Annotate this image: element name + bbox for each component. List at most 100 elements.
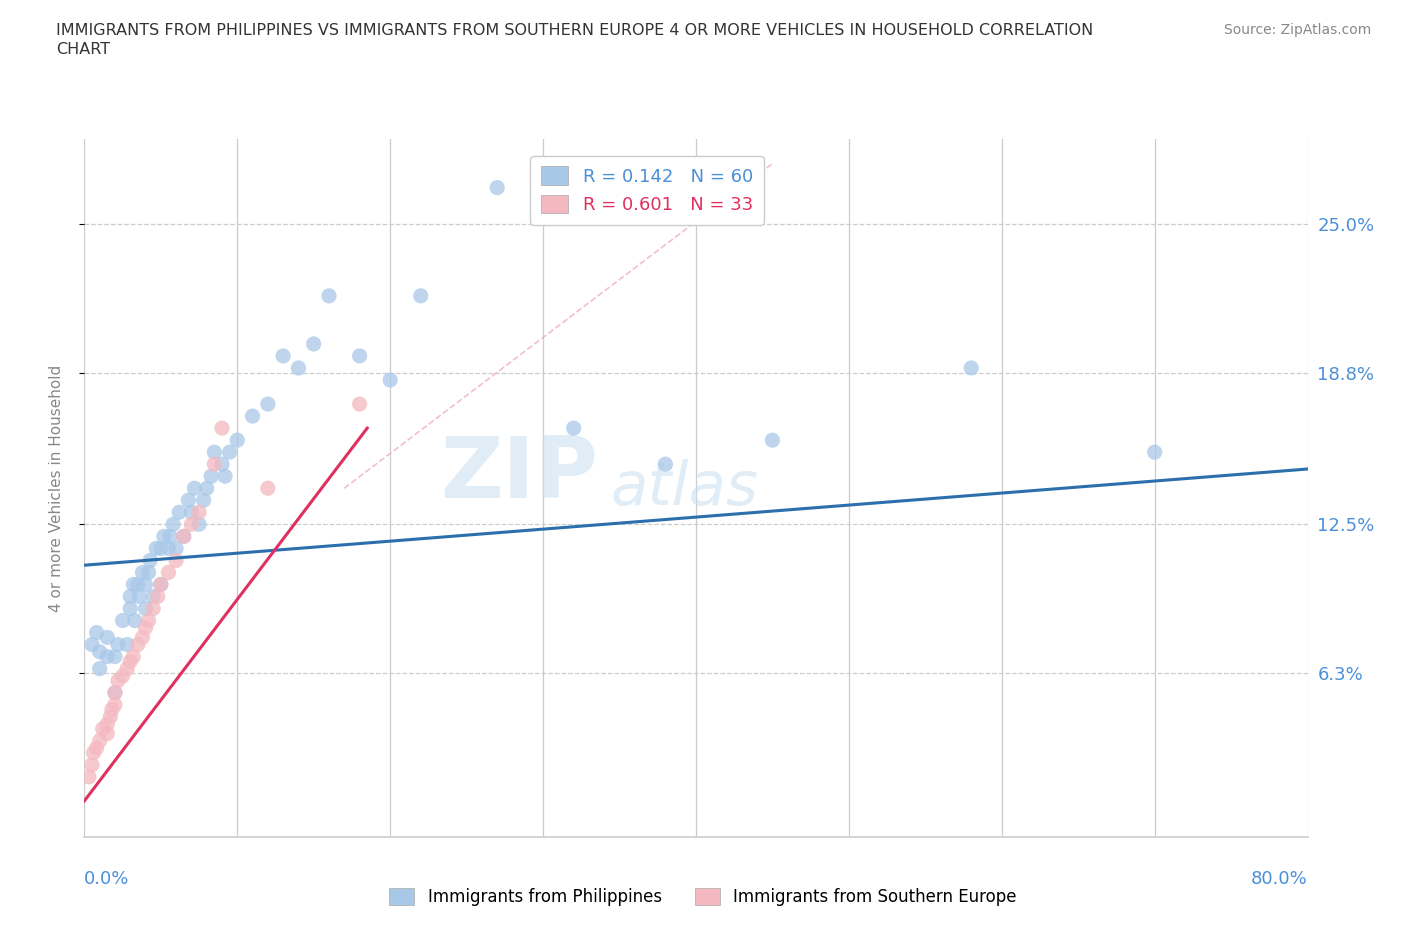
Point xyxy=(349,349,371,364)
Text: IMMIGRANTS FROM PHILIPPINES VS IMMIGRANTS FROM SOUTHERN EUROPE 4 OR MORE VEHICLE: IMMIGRANTS FROM PHILIPPINES VS IMMIGRANT… xyxy=(56,23,1094,38)
Point xyxy=(104,649,127,664)
Point xyxy=(77,769,100,784)
Point xyxy=(111,613,134,628)
Point xyxy=(131,565,153,580)
Point xyxy=(202,445,225,459)
Point xyxy=(127,637,149,652)
Point xyxy=(115,661,138,676)
Point xyxy=(80,637,103,652)
Point xyxy=(135,577,157,591)
Point xyxy=(120,654,142,669)
Point xyxy=(654,457,676,472)
Point xyxy=(96,726,118,741)
Legend: Immigrants from Philippines, Immigrants from Southern Europe: Immigrants from Philippines, Immigrants … xyxy=(382,881,1024,912)
Point xyxy=(162,517,184,532)
Point xyxy=(104,685,127,700)
Point xyxy=(145,541,167,556)
Point xyxy=(165,541,187,556)
Point xyxy=(188,517,211,532)
Point xyxy=(83,745,105,760)
Point xyxy=(153,529,176,544)
Point xyxy=(98,710,121,724)
Point xyxy=(157,565,180,580)
Point xyxy=(195,481,218,496)
Point xyxy=(120,589,142,604)
Point xyxy=(86,625,108,640)
Legend: R = 0.142   N = 60, R = 0.601   N = 33: R = 0.142 N = 60, R = 0.601 N = 33 xyxy=(530,155,763,225)
Text: ZIP: ZIP xyxy=(440,432,598,516)
Point xyxy=(89,661,111,676)
Point xyxy=(960,361,983,376)
Point xyxy=(180,505,202,520)
Point xyxy=(257,396,280,411)
Point xyxy=(127,577,149,591)
Y-axis label: 4 or more Vehicles in Household: 4 or more Vehicles in Household xyxy=(49,365,63,612)
Point xyxy=(89,644,111,659)
Point xyxy=(86,740,108,755)
Point xyxy=(91,722,114,737)
Point xyxy=(193,493,215,508)
Point xyxy=(183,481,205,496)
Point xyxy=(149,541,172,556)
Point xyxy=(271,349,294,364)
Point xyxy=(242,408,264,423)
Text: CHART: CHART xyxy=(56,42,110,57)
Point xyxy=(122,577,145,591)
Text: atlas: atlas xyxy=(610,458,758,518)
Text: 80.0%: 80.0% xyxy=(1251,870,1308,887)
Point xyxy=(173,529,195,544)
Point xyxy=(96,716,118,731)
Point xyxy=(120,601,142,616)
Point xyxy=(173,529,195,544)
Point xyxy=(287,361,309,376)
Text: Source: ZipAtlas.com: Source: ZipAtlas.com xyxy=(1223,23,1371,37)
Point xyxy=(138,565,160,580)
Point xyxy=(111,669,134,684)
Point xyxy=(188,505,211,520)
Point xyxy=(139,553,162,568)
Point xyxy=(104,685,127,700)
Point xyxy=(211,457,233,472)
Point xyxy=(180,517,202,532)
Point xyxy=(104,698,127,712)
Point xyxy=(562,420,585,435)
Point xyxy=(135,601,157,616)
Point xyxy=(202,457,225,472)
Point xyxy=(200,469,222,484)
Point xyxy=(146,589,169,604)
Point xyxy=(302,337,325,352)
Text: 0.0%: 0.0% xyxy=(84,870,129,887)
Point xyxy=(107,673,129,688)
Point xyxy=(214,469,236,484)
Point xyxy=(138,613,160,628)
Point xyxy=(761,432,783,447)
Point xyxy=(157,541,180,556)
Point xyxy=(318,288,340,303)
Point xyxy=(107,637,129,652)
Point xyxy=(89,734,111,749)
Point xyxy=(167,505,190,520)
Point xyxy=(211,420,233,435)
Point xyxy=(124,613,146,628)
Point xyxy=(96,630,118,644)
Point xyxy=(101,702,124,717)
Point xyxy=(380,373,402,388)
Point xyxy=(226,432,249,447)
Point xyxy=(486,180,509,195)
Point xyxy=(142,601,165,616)
Point xyxy=(96,649,118,664)
Point xyxy=(128,589,150,604)
Point xyxy=(149,577,172,591)
Point xyxy=(122,649,145,664)
Point xyxy=(159,529,181,544)
Point xyxy=(409,288,432,303)
Point xyxy=(149,577,172,591)
Point xyxy=(257,481,280,496)
Point xyxy=(218,445,240,459)
Point xyxy=(80,757,103,772)
Point xyxy=(1143,445,1166,459)
Point xyxy=(135,620,157,635)
Point xyxy=(115,637,138,652)
Point xyxy=(177,493,200,508)
Point xyxy=(165,553,187,568)
